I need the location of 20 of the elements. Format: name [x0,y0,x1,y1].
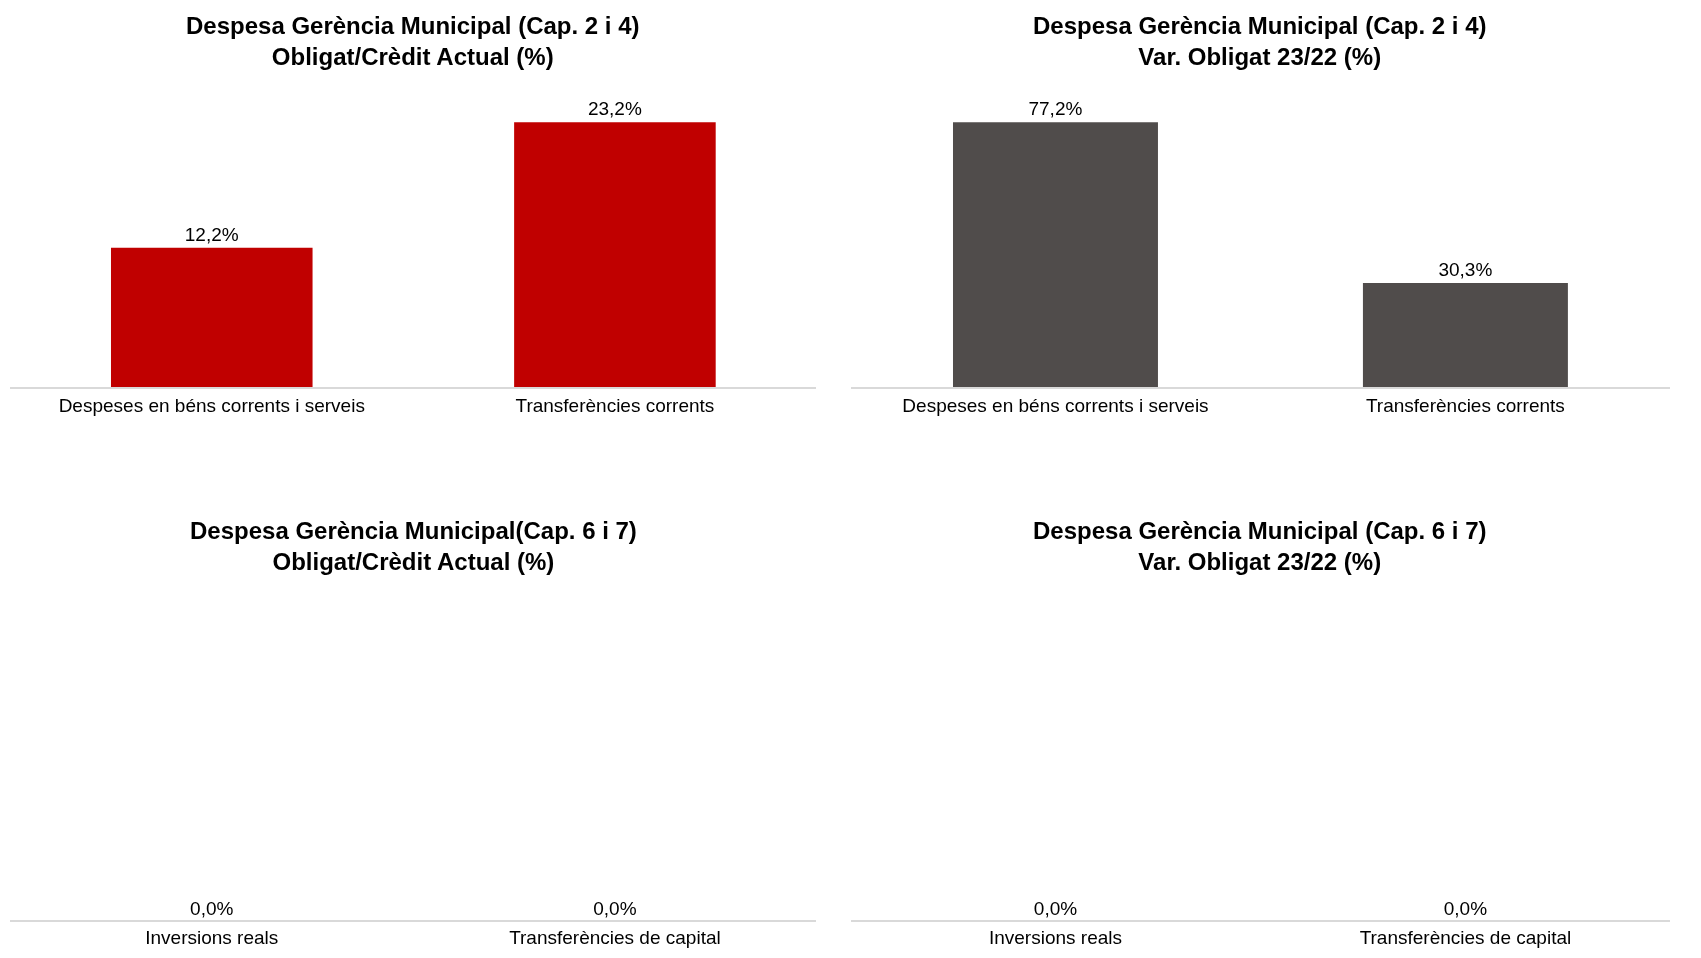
data-label: 0,0% [190,897,234,919]
data-label: 77,2% [1028,98,1083,120]
text: Despesa Gerència Municipal (Cap. 6 i 7) Var. Obligat 23/22 (%) [1033,517,1487,576]
category-label: Inversions reals [988,927,1122,949]
category-label: Transferències de capital [509,927,721,949]
chart-title: Despesa Gerència Municipal (Cap. 2 i 4) Obligat/Crèdit Actual (%) [186,12,640,71]
data-label: 0,0% [593,897,637,919]
x-tick-label: Transferències corrents [1365,394,1565,416]
data-label: 30,3% [1438,259,1493,281]
text: Despesa Gerència Municipal(Cap. 6 i 7) Obligat/Crèdit Actual (%) [190,517,637,576]
x-tick-label: Despeses en béns corrents i serveis [902,394,1209,416]
category-label: Transferències de capital [1359,927,1572,949]
data-label: 0,0% [1033,897,1078,919]
data-label: 23,2% [587,98,642,120]
category-label: Inversions reals [145,927,279,949]
data-label: 0,0% [1443,897,1488,919]
x-tick-label: Despeses en béns corrents i serveis [58,394,365,416]
data-label: 12,2% [184,223,239,245]
chart-title: Despesa Gerència Municipal (Cap. 2 i 4) Var. Obligat 23/22 (%) [1033,12,1487,71]
x-tick-label: Transferències corrents [515,394,715,416]
